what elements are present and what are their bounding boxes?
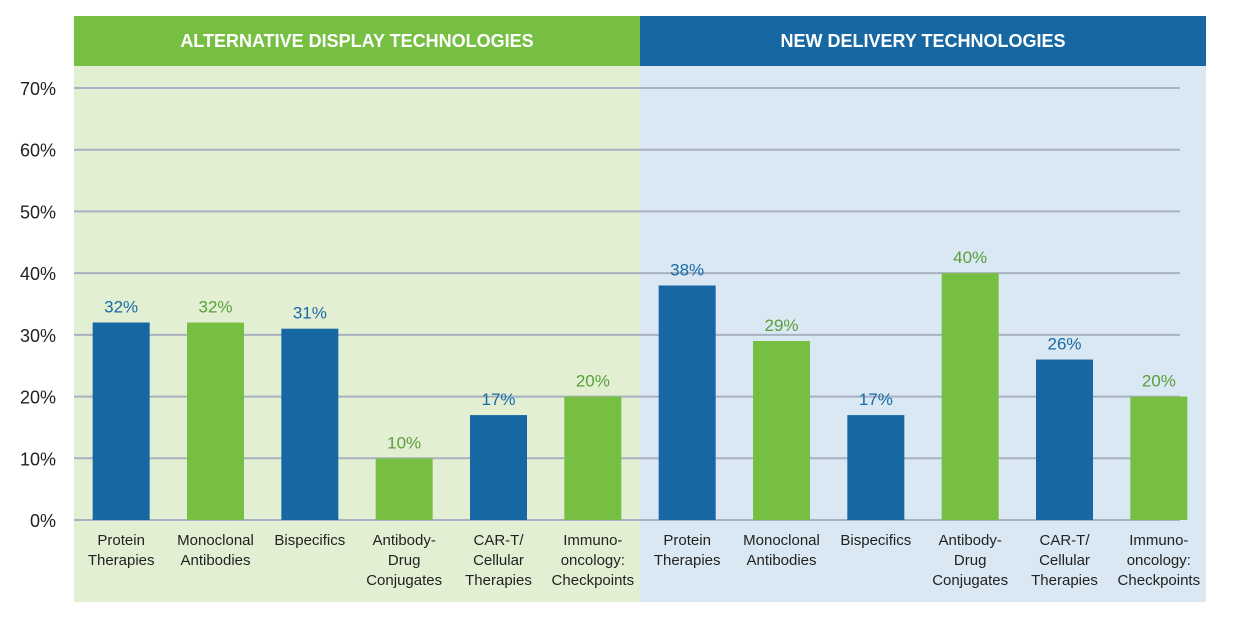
bar xyxy=(564,396,622,520)
bar xyxy=(92,322,150,520)
y-tick-label: 30% xyxy=(20,326,56,346)
category-label: Immuno-oncology: Checkpoints xyxy=(1118,532,1201,589)
y-tick-label: 40% xyxy=(20,264,56,284)
bar xyxy=(187,322,244,520)
category-label: Monoclonal Antibodies xyxy=(743,532,820,569)
bar-value-label: 40% xyxy=(953,248,987,267)
category-label: CAR-T/Cellular Therapies xyxy=(465,532,532,589)
category-label: Antibody- Drug Conjugates xyxy=(366,532,442,589)
bar-value-label: 32% xyxy=(198,298,232,317)
bar-value-label: 17% xyxy=(481,390,515,409)
group-header-2 xyxy=(640,16,1206,66)
category-label-line: Monoclonal xyxy=(743,532,820,549)
category-label-line: Immuno- xyxy=(563,532,622,549)
category-label: CAR-T/Cellular Therapies xyxy=(1031,532,1098,589)
bar xyxy=(847,415,905,520)
y-tick-label: 50% xyxy=(20,202,56,222)
bar xyxy=(941,273,999,520)
category-label-line: Protein xyxy=(97,532,145,549)
category-label-line: Monoclonal xyxy=(177,532,254,549)
category-label-line: Checkpoints xyxy=(1118,572,1201,589)
category-label: Protein Therapies xyxy=(88,532,155,569)
bar xyxy=(1036,359,1093,520)
category-label-line: oncology: xyxy=(1127,552,1191,569)
bar xyxy=(281,328,339,520)
bar-value-label: 10% xyxy=(387,433,421,452)
value-labels: 32% 32% 31% 10% 17% 20% 38% 29% 17% 40% 26% 20% xyxy=(104,248,1176,452)
bar-value-label: 20% xyxy=(1142,372,1176,391)
bar-value-label: 38% xyxy=(670,260,704,279)
category-label-line: Therapies xyxy=(465,572,532,589)
y-tick-label: 70% xyxy=(20,79,56,99)
category-label: Immuno-oncology: Checkpoints xyxy=(552,532,635,589)
y-axis: 0% 10% 20% 30% 40% 50% 60% 70% xyxy=(20,79,56,531)
category-label-line: Drug xyxy=(388,552,421,569)
y-tick-label: 20% xyxy=(20,388,56,408)
category-label-line: Antibodies xyxy=(746,552,816,569)
category-label-line: Antibody- xyxy=(372,532,435,549)
group-header-1 xyxy=(74,16,640,66)
category-label: Protein Therapies xyxy=(654,532,721,569)
y-tick-label: 60% xyxy=(20,141,56,161)
bar xyxy=(375,458,433,520)
bar-value-label: 17% xyxy=(859,390,893,409)
category-label: Bispecifics xyxy=(274,532,345,549)
category-label-line: Bispecifics xyxy=(840,532,911,549)
bar-value-label: 32% xyxy=(104,298,138,317)
bar-value-label: 20% xyxy=(576,372,610,391)
bar-value-label: 31% xyxy=(293,304,327,323)
category-label: Monoclonal Antibodies xyxy=(177,532,254,569)
category-label-line: CAR-T/ xyxy=(1040,532,1091,549)
category-label-line: Immuno- xyxy=(1129,532,1188,549)
category-label-line: Cellular xyxy=(1039,552,1090,569)
category-label-line: Therapies xyxy=(1031,572,1098,589)
category-label-line: Therapies xyxy=(654,552,721,569)
category-labels: Protein Therapies Monoclonal Antibodies Bisp… xyxy=(88,532,1200,589)
category-label-line: Conjugates xyxy=(932,572,1008,589)
category-label-line: CAR-T/ xyxy=(474,532,525,549)
category-label-line: oncology: xyxy=(561,552,625,569)
bar-value-label: 26% xyxy=(1047,335,1081,354)
category-label-line: Antibodies xyxy=(180,552,250,569)
category-label-line: Checkpoints xyxy=(552,572,635,589)
group-header-title: NEW DELIVERY TECHNOLOGIES xyxy=(780,31,1065,51)
category-label-line: Bispecifics xyxy=(274,532,345,549)
bar xyxy=(470,415,527,520)
bar xyxy=(753,341,810,520)
category-label-line: Drug xyxy=(954,552,987,569)
category-label-line: Antibody- xyxy=(938,532,1001,549)
group-header-title: ALTERNATIVE DISPLAY TECHNOLOGIES xyxy=(180,31,533,51)
y-tick-label: 0% xyxy=(30,511,56,531)
category-label-line: Therapies xyxy=(88,552,155,569)
category-label-line: Cellular xyxy=(473,552,524,569)
bar-value-label: 29% xyxy=(764,316,798,335)
category-label: Antibody- Drug Conjugates xyxy=(932,532,1008,589)
category-label: Bispecifics xyxy=(840,532,911,549)
category-label-line: Protein xyxy=(663,532,711,549)
y-tick-label: 10% xyxy=(20,449,56,469)
category-label-line: Conjugates xyxy=(366,572,442,589)
bars xyxy=(92,273,1188,520)
bar xyxy=(1130,396,1188,520)
bar xyxy=(658,285,716,520)
